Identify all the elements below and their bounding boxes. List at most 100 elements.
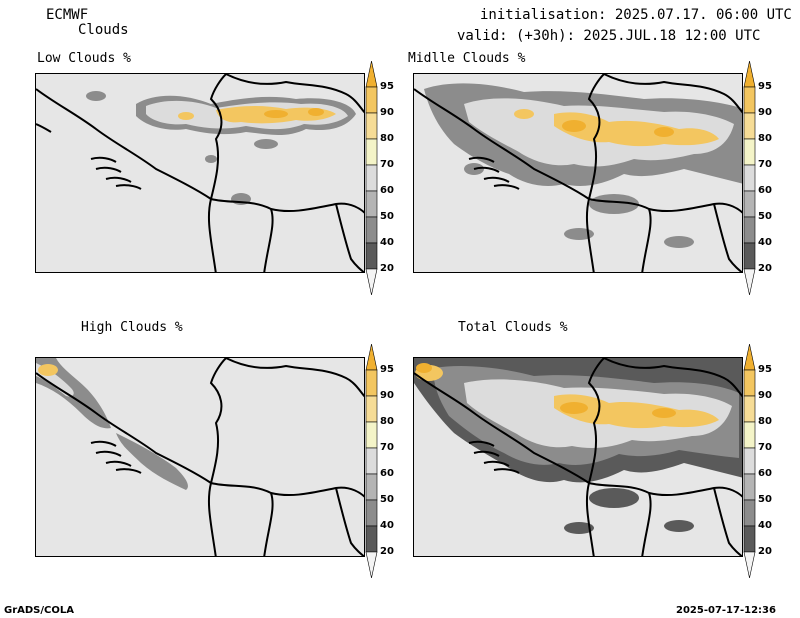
coastline-islands-mid [468,156,520,190]
colorbar-level-label: 20 [380,263,394,274]
colorbar-level-label: 90 [758,390,772,401]
colorbar-level-label: 20 [758,263,772,274]
colorbar-segment [743,216,756,244]
colorbar-level-label: 95 [758,364,772,375]
colorbar-level-label: 60 [380,185,394,196]
colorbar-segment [365,190,378,218]
panel-title-middle: Midlle Clouds % [408,51,526,66]
colorbar-level-label: 70 [380,159,394,170]
colorbar-segment [743,499,756,527]
coastline-islands-high [90,440,142,474]
borders-total [414,358,742,556]
colorbar-level-label: 95 [758,81,772,92]
panel-title-total: Total Clouds % [458,320,568,335]
map-low-svg [36,74,364,272]
colorbar-segment [743,242,756,270]
colorbar-segment [365,112,378,140]
colorbar-top-triangle [743,343,756,371]
colorbar-segment [743,86,756,114]
colorbar-bottom-triangle [743,551,756,579]
footer-software: GrADS/COLA [4,605,74,616]
colorbar-segment [365,138,378,166]
colorbar-level-label: 90 [380,107,394,118]
colorbar-level-label: 70 [380,442,394,453]
colorbar-level-label: 70 [758,442,772,453]
map-high-clouds [35,357,365,557]
colorbar-level-label: 80 [758,416,772,427]
panel-title-high: High Clouds % [81,320,183,335]
colorbar-level-label: 90 [758,107,772,118]
colorbar-segment [365,369,378,397]
colorbar-level-label: 20 [380,546,394,557]
colorbar-top-triangle [743,60,756,88]
coastline-islands-total [468,440,520,474]
colorbar-svg [743,60,756,296]
colorbar-segment [743,112,756,140]
map-total-svg [414,358,742,556]
colorbar-level-label: 50 [758,494,772,505]
footer-timestamp: 2025-07-17-12:36 [676,605,776,616]
colorbar-svg [365,60,378,296]
colorbar-segment [365,421,378,449]
colorbar-svg [365,343,378,579]
map-total-clouds [413,357,743,557]
colorbar-segment [365,164,378,192]
cloud-layer-mid-peak [562,120,674,137]
model-name: ECMWF [46,7,89,23]
product-name: Clouds [78,22,129,38]
valid-time: valid: (+30h): 2025.JUL.18 12:00 UTC [457,28,761,44]
colorbar-level-label: 50 [380,211,394,222]
colorbar-segment [365,473,378,501]
map-middle-svg [414,74,742,272]
colorbar-level-label: 40 [758,237,772,248]
colorbar-level-label: 95 [380,81,394,92]
colorbar-segment [743,421,756,449]
colorbar-level-label: 40 [758,520,772,531]
panel-title-low: Low Clouds % [37,51,131,66]
cloud-layer-total-peak [416,363,676,418]
colorbar-segment [743,473,756,501]
colorbar-bottom-triangle [743,268,756,296]
borders-mid [414,74,742,272]
initialisation-time: initialisation: 2025.07.17. 06:00 UTC [480,7,792,23]
coastline-islands-low [36,123,142,190]
colorbar-segment [743,138,756,166]
colorbar-level-label: 60 [758,185,772,196]
colorbar-segment [743,190,756,218]
colorbar-level-label: 20 [758,546,772,557]
colorbar-level-label: 40 [380,237,394,248]
colorbar-segment [365,499,378,527]
colorbar-level-label: 80 [758,133,772,144]
colorbar-svg [743,343,756,579]
colorbar-top-triangle [365,343,378,371]
colorbar-bottom-triangle [365,268,378,296]
cloud-layer-low-peak [264,108,324,118]
map-middle-clouds [413,73,743,273]
colorbar-level-label: 80 [380,133,394,144]
colorbar-bottom-triangle [365,551,378,579]
colorbar-level-label: 80 [380,416,394,427]
borders-high [36,358,364,556]
map-low-clouds [35,73,365,273]
colorbar-segment [365,242,378,270]
colorbar-level-label: 95 [380,364,394,375]
colorbar-segment [365,525,378,553]
colorbar-segment [743,369,756,397]
colorbar-level-label: 40 [380,520,394,531]
colorbar-segment [365,216,378,244]
map-high-svg [36,358,364,556]
colorbar-level-label: 60 [758,468,772,479]
cloud-layer-high-core [38,364,58,376]
colorbar-segment [365,86,378,114]
colorbar-segment [743,525,756,553]
colorbar-segment [743,164,756,192]
colorbar-segment [365,395,378,423]
colorbar-level-label: 50 [380,494,394,505]
colorbar-segment [743,395,756,423]
colorbar-level-label: 70 [758,159,772,170]
colorbar-top-triangle [365,60,378,88]
colorbar-segment [365,447,378,475]
borders-low [36,74,364,272]
colorbar-level-label: 60 [380,468,394,479]
colorbar-level-label: 90 [380,390,394,401]
